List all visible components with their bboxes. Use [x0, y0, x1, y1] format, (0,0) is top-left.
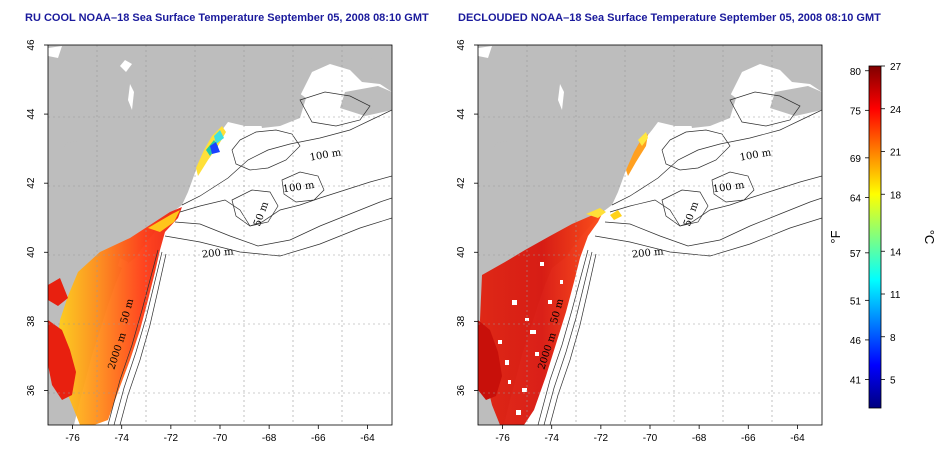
fahrenheit-unit-label: °F: [828, 230, 843, 243]
lat-tick-label: 40: [26, 246, 37, 258]
fahrenheit-tick-label: 80: [850, 67, 862, 78]
lat-tick-label: 44: [456, 108, 467, 120]
lon-tick-label: -74: [114, 433, 129, 444]
celsius-tick-label: 14: [890, 247, 902, 258]
lat-tick-label: 36: [26, 384, 37, 396]
right-map-title: DECLOUDED NOAA–18 Sea Surface Temperatur…: [458, 12, 881, 24]
lon-tick-label: -72: [164, 433, 179, 444]
lat-tick-label: 38: [26, 315, 37, 327]
celsius-tick-label: 11: [890, 290, 901, 301]
left-sst-map: [47, 44, 393, 426]
lat-lon-grid: [478, 45, 822, 425]
fahrenheit-tick-label: 51: [850, 296, 862, 307]
left-map-title: RU COOL NOAA–18 Sea Surface Temperature …: [25, 12, 429, 24]
bathymetry-contours: [107, 91, 392, 425]
lat-lon-grid: [48, 45, 392, 425]
contour-depth-label: 200 m: [631, 246, 664, 260]
cloud-gaps: [498, 262, 563, 415]
fahrenheit-tick-label: 57: [850, 249, 862, 260]
lon-tick-label: -64: [360, 433, 375, 444]
celsius-tick-label: 8: [890, 333, 896, 344]
contour-depth-label: 200 m: [201, 246, 234, 260]
fahrenheit-tick-label: 41: [850, 376, 862, 387]
lat-tick-label: 46: [456, 39, 467, 51]
lon-tick-label: -64: [790, 433, 805, 444]
celsius-unit-label: °C: [922, 230, 937, 245]
fahrenheit-tick-label: 46: [850, 336, 862, 347]
celsius-tick-label: 27: [890, 62, 902, 73]
fahrenheit-tick-label: 69: [850, 154, 862, 165]
sst-coverage: [48, 126, 226, 425]
lon-tick-label: -76: [495, 433, 510, 444]
celsius-tick-label: 21: [890, 148, 902, 159]
lat-tick-label: 42: [456, 177, 467, 189]
bathymetry-contours: [537, 91, 822, 425]
lon-tick-label: -68: [262, 433, 277, 444]
right-sst-map: [477, 44, 823, 426]
fahrenheit-tick-label: 64: [850, 193, 862, 204]
land-mass: [478, 45, 822, 425]
lon-tick-label: -70: [643, 433, 658, 444]
fahrenheit-tick-label: 75: [850, 106, 862, 117]
lon-tick-label: -72: [594, 433, 609, 444]
lon-tick-label: -74: [544, 433, 559, 444]
sst-coverage: [478, 132, 648, 425]
lon-tick-label: -68: [692, 433, 707, 444]
celsius-tick-label: 5: [890, 376, 896, 387]
lon-tick-label: -66: [741, 433, 756, 444]
celsius-tick-label: 24: [890, 105, 902, 116]
contour-depth-label: 100 m: [712, 180, 745, 195]
celsius-tick-label: 18: [890, 190, 902, 201]
colorbar-gradient: [868, 65, 882, 409]
lon-tick-label: -76: [65, 433, 80, 444]
lon-tick-label: -70: [213, 433, 228, 444]
lat-tick-label: 42: [26, 177, 37, 189]
lat-tick-label: 40: [456, 246, 467, 258]
contour-depth-label: 100 m: [282, 180, 315, 195]
lat-tick-label: 38: [456, 315, 467, 327]
lat-tick-label: 36: [456, 384, 467, 396]
lat-tick-label: 44: [26, 108, 37, 120]
lat-tick-label: 46: [26, 39, 37, 51]
lon-tick-label: -66: [311, 433, 326, 444]
